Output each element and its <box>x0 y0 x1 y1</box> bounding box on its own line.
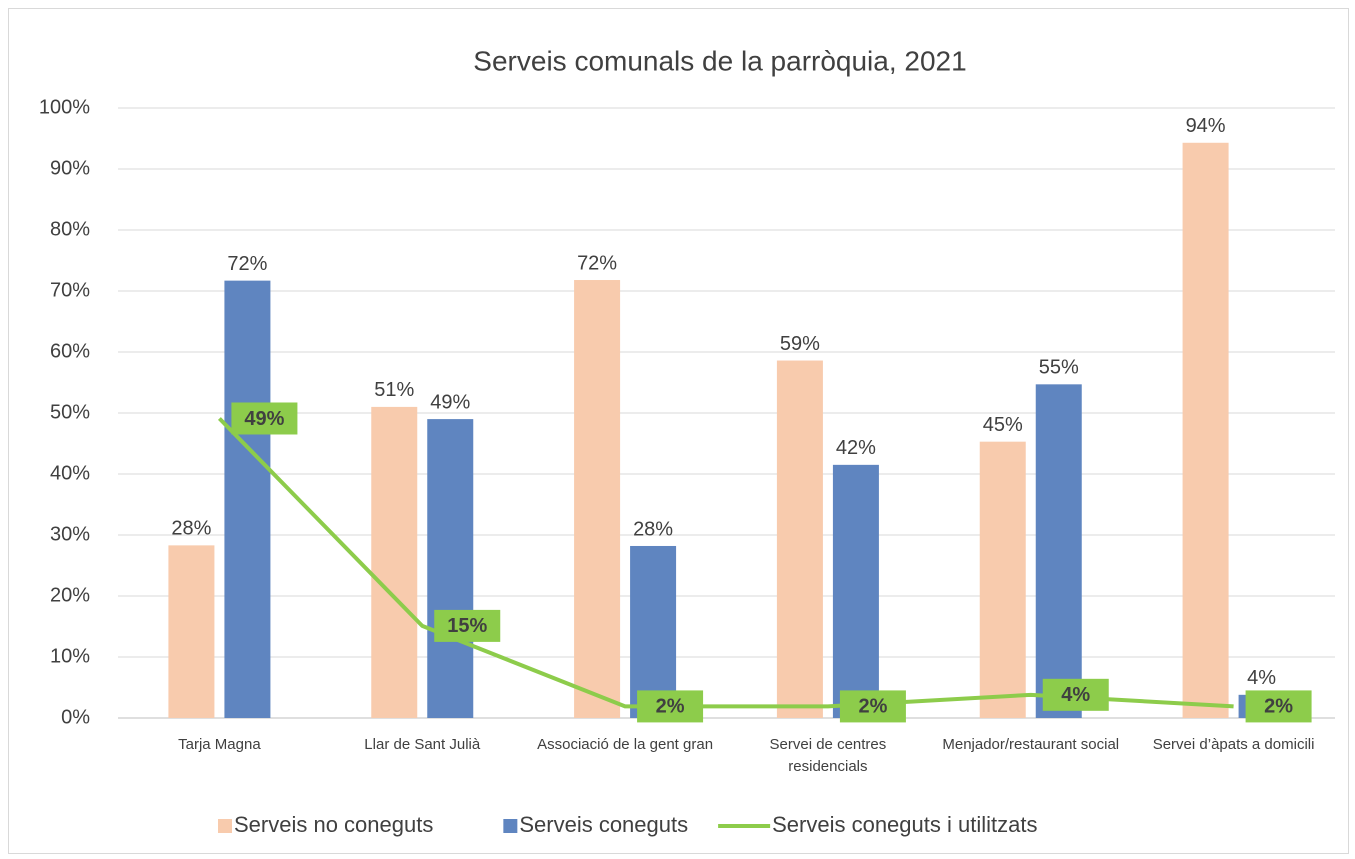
bar <box>224 280 271 718</box>
bar <box>1182 142 1229 718</box>
data-label: 42% <box>836 437 876 459</box>
x-tick-label: Tarja Magna <box>178 736 261 753</box>
y-tick-label: 70% <box>50 279 90 301</box>
legend-swatch <box>503 819 518 833</box>
y-tick-label: 20% <box>50 584 90 606</box>
data-label: 94% <box>1186 115 1226 137</box>
data-label-box <box>1245 690 1312 723</box>
data-label: 2% <box>656 696 685 718</box>
data-label-box <box>1042 678 1109 711</box>
chart-frame <box>8 8 1349 854</box>
data-label: 49% <box>430 391 470 413</box>
data-label-box <box>434 609 501 642</box>
y-tick-label: 0% <box>61 706 90 728</box>
bar <box>776 360 823 718</box>
data-label: 59% <box>780 333 820 355</box>
y-tick-label: 30% <box>50 523 90 545</box>
y-tick-label: 60% <box>50 340 90 362</box>
data-label: 72% <box>227 253 267 275</box>
y-tick-label: 40% <box>50 462 90 484</box>
legend-swatch <box>218 819 232 833</box>
y-tick-label: 90% <box>50 157 90 179</box>
data-label-box <box>839 690 906 723</box>
x-tick-label: Servei d’àpats a domicili <box>1152 736 1315 753</box>
data-label-box <box>231 402 298 435</box>
y-tick-label: 50% <box>50 401 90 423</box>
x-tick-label: Associació de la gent gran <box>537 736 714 753</box>
chart-title: Serveis comunals de la parròquia, 2021 <box>473 45 966 76</box>
bar <box>832 464 879 718</box>
y-tick-label: 100% <box>39 96 90 118</box>
legend-label: Serveis coneguts <box>519 812 688 837</box>
data-label: 45% <box>983 414 1023 436</box>
bar <box>574 280 621 718</box>
data-label: 28% <box>633 518 673 540</box>
y-tick-label: 80% <box>50 218 90 240</box>
bar <box>371 406 418 718</box>
y-tick-label: 10% <box>50 645 90 667</box>
legend-label: Serveis coneguts i utilitzats <box>772 812 1037 837</box>
bar <box>168 545 215 718</box>
bar <box>979 441 1026 718</box>
data-label: 49% <box>244 408 284 430</box>
data-label: 28% <box>171 518 211 540</box>
data-label: 72% <box>577 252 617 274</box>
data-label: 15% <box>447 615 487 637</box>
x-tick-label: Llar de Sant Julià <box>364 736 481 753</box>
data-label: 2% <box>858 696 887 718</box>
bar <box>1035 384 1082 718</box>
x-tick-label: Servei de centres residencials <box>769 736 887 775</box>
data-label: 55% <box>1039 357 1079 379</box>
x-tick-label: Menjador/restaurant social <box>942 736 1120 753</box>
data-label: 2% <box>1264 696 1293 718</box>
data-label-box <box>637 690 704 723</box>
data-label: 51% <box>374 379 414 401</box>
legend-label: Serveis no coneguts <box>234 812 433 837</box>
data-label: 4% <box>1061 684 1090 706</box>
bar <box>630 545 677 718</box>
data-label: 4% <box>1247 667 1276 689</box>
bar <box>427 419 474 718</box>
